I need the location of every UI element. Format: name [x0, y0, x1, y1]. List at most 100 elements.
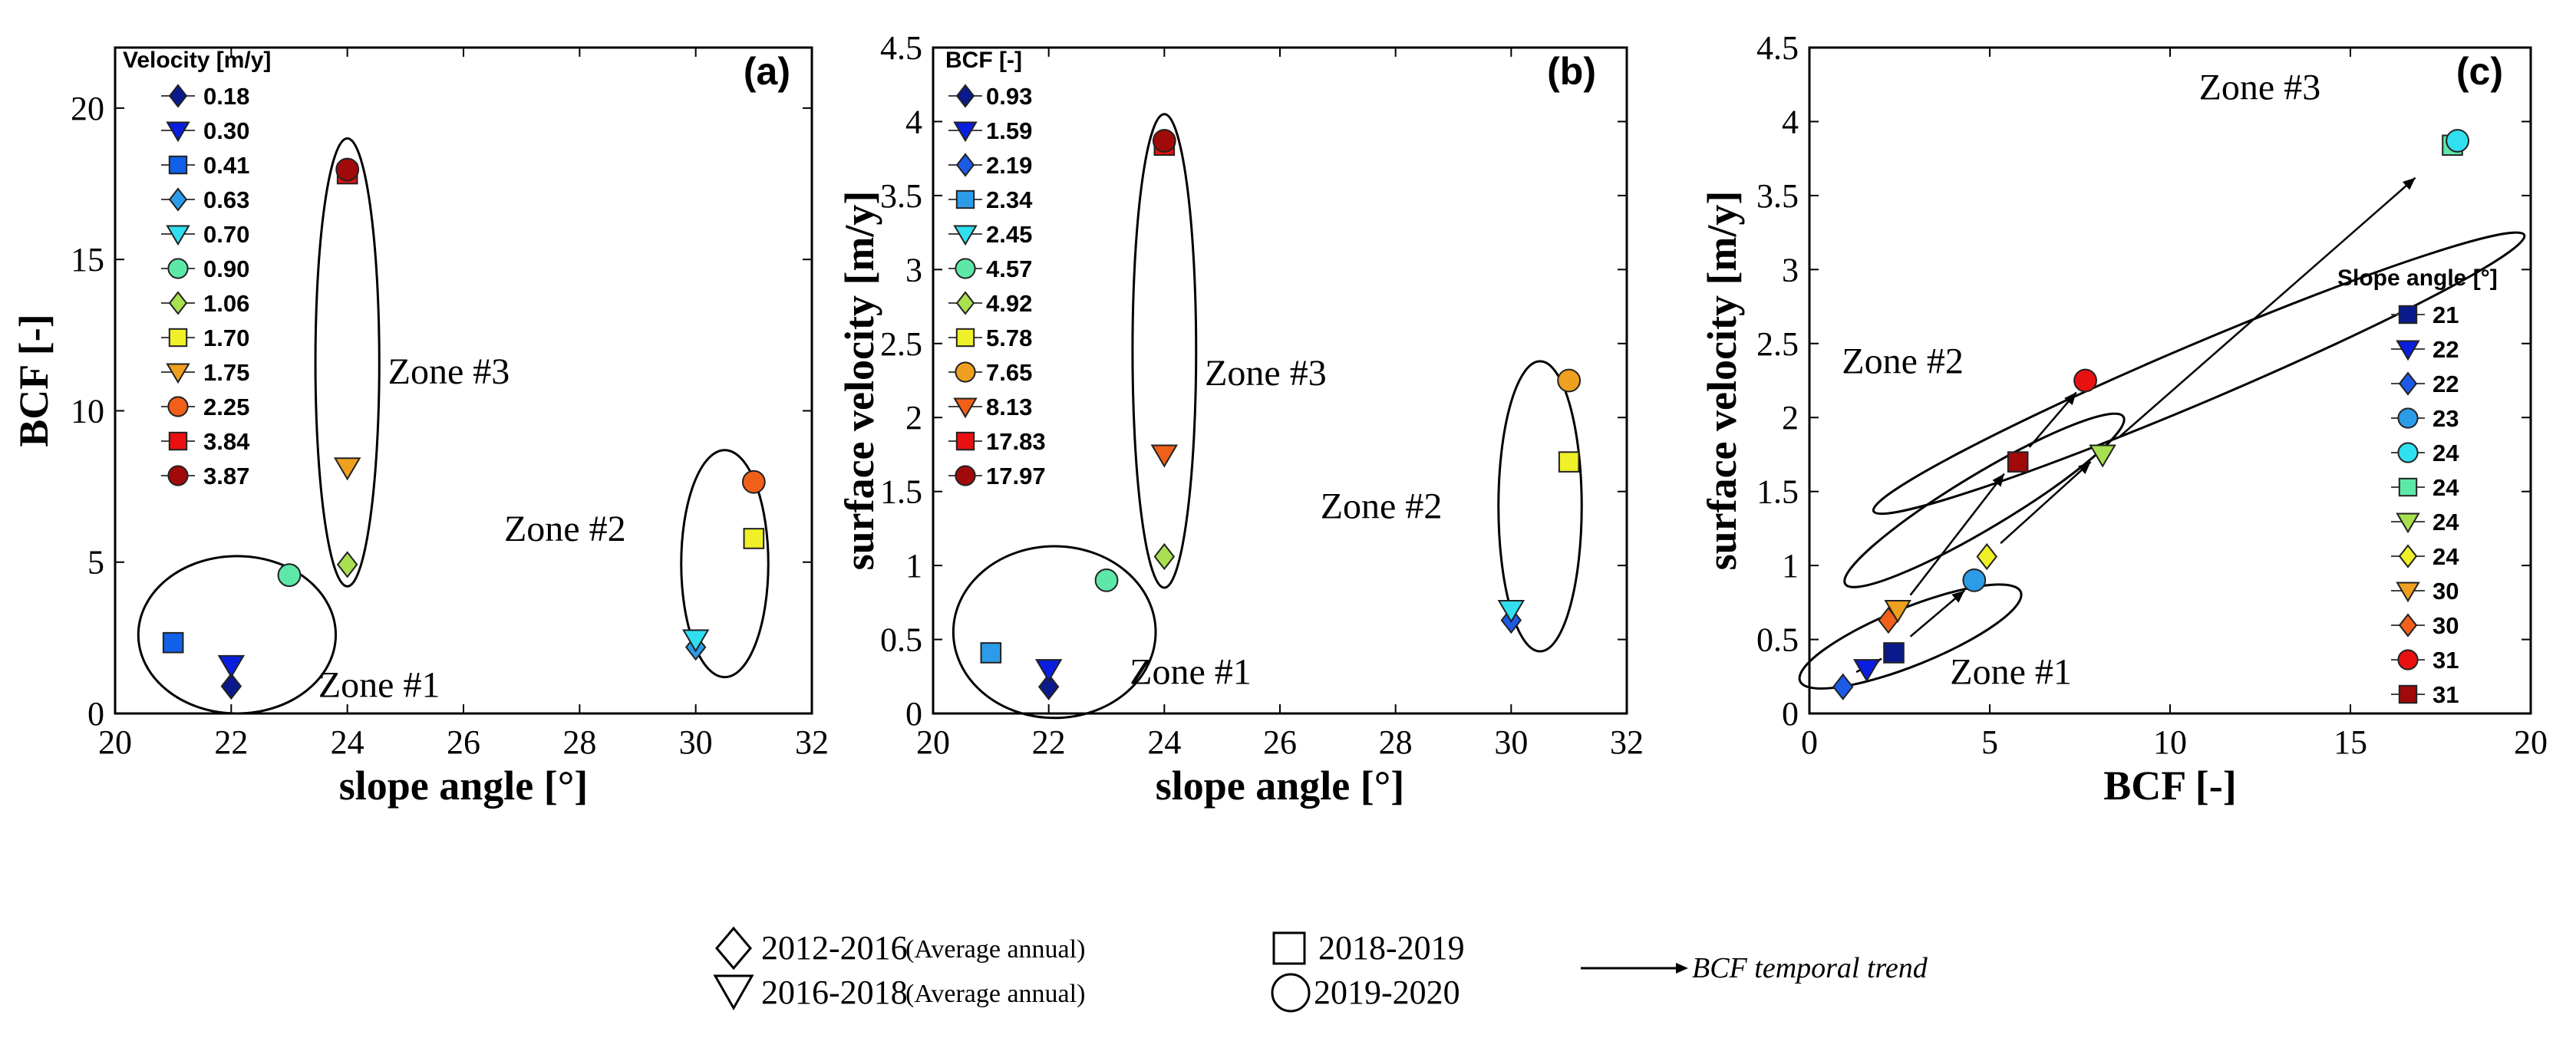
- data-point: [333, 457, 361, 481]
- panel-3: 0 5 10 15 20 0 0.5 1 1.5 2 2.5 3 3.5 4 4.5 BCF [-] surfa…: [1699, 29, 2548, 809]
- zone-ellipse: [1843, 412, 2126, 588]
- y-tick-label: 0.5: [1756, 621, 1799, 659]
- legend-marker: [955, 291, 975, 315]
- legend-marker: [166, 121, 190, 143]
- legend-marker: [955, 465, 976, 486]
- zone-ellipse: [1131, 113, 1198, 589]
- data-point: [217, 654, 246, 679]
- data-point: [1976, 542, 1997, 571]
- legend-entry: 0.70: [203, 221, 249, 248]
- data-point: [1150, 444, 1179, 468]
- legend-entry: 1.06: [203, 290, 249, 317]
- x-tick-label: 28: [562, 723, 596, 761]
- y-tick-label: 1: [905, 547, 922, 585]
- period-note: (Average annual): [905, 935, 1085, 964]
- y-tick-label: 4: [905, 103, 922, 140]
- triangle-down-icon: [713, 974, 754, 1011]
- legend-entry: 2.45: [986, 221, 1032, 248]
- zone-ellipse: [137, 555, 338, 715]
- x-tick-label: 20: [98, 723, 132, 761]
- x-tick-label: 28: [1379, 723, 1413, 761]
- x-axis-label: slope angle [°]: [1156, 763, 1405, 809]
- data-point: [1884, 599, 1911, 624]
- legend-marker: [2397, 407, 2419, 429]
- data-point: [1094, 568, 1119, 592]
- legend-marker: [166, 225, 190, 246]
- period-legend-4: 2019-2020: [1271, 973, 1460, 1013]
- y-tick-label: 2.5: [880, 325, 922, 363]
- period-label: 2018-2019: [1318, 929, 1465, 967]
- legend-marker: [168, 291, 188, 315]
- y-tick-label: 0: [87, 695, 104, 733]
- legend-marker: [955, 153, 975, 177]
- period-note: (Average annual): [905, 980, 1085, 1008]
- zone-label: Zone #1: [1130, 651, 1252, 692]
- data-point: [2007, 451, 2029, 473]
- data-point: [2446, 129, 2469, 153]
- period-legend-1: 2012-2016 (Average annual): [715, 926, 1085, 970]
- trend-label: BCF temporal trend: [1692, 952, 1928, 984]
- zone-label: Zone #2: [1842, 341, 1964, 381]
- data-point: [277, 563, 302, 588]
- legend-marker: [955, 84, 975, 108]
- x-tick-label: 15: [2334, 723, 2367, 761]
- legend-marker: [2398, 544, 2418, 568]
- trend-arrowhead: [2078, 462, 2091, 475]
- legend-entry: 3.87: [203, 463, 249, 489]
- panel-label: (a): [744, 50, 790, 93]
- y-tick-label: 3.5: [880, 177, 922, 215]
- legend-entry: 30: [2433, 578, 2459, 605]
- plot-frame: [114, 46, 813, 715]
- legend-marker: [167, 396, 189, 417]
- legend-entry: 22: [2433, 336, 2459, 363]
- y-axis-label: BCF [-]: [11, 314, 57, 447]
- zone-label: Zone #3: [1205, 353, 1327, 394]
- zone-label: Zone #1: [318, 664, 440, 705]
- data-point: [336, 551, 358, 578]
- y-tick-label: 0: [1782, 695, 1799, 733]
- legend-entry: 0.41: [203, 152, 249, 179]
- legend-marker: [953, 225, 978, 246]
- data-point: [2073, 368, 2097, 393]
- x-tick-label: 20: [916, 723, 950, 761]
- legend-entry: 7.65: [986, 359, 1032, 386]
- legend-entry: 1.59: [986, 117, 1032, 144]
- legend-marker: [953, 121, 978, 143]
- legend-marker: [168, 155, 188, 175]
- y-tick-label: 3: [1782, 251, 1799, 288]
- legend-marker: [2396, 512, 2420, 534]
- legend-entry: 0.30: [203, 117, 249, 144]
- legend-marker: [2396, 340, 2420, 361]
- legend-entry: 30: [2433, 612, 2459, 639]
- x-tick-label: 30: [679, 723, 713, 761]
- period-legend-2: 2016-2018 (Average annual): [713, 974, 1085, 1011]
- legend-marker: [955, 328, 975, 348]
- trend-arrow: [1909, 473, 2005, 596]
- bottom-legend: 2012-2016 (Average annual) 2016-2018 (Av…: [713, 926, 1928, 1013]
- data-point: [743, 528, 765, 549]
- x-tick-label: 32: [1610, 723, 1644, 761]
- period-legend-3: 2018-2019: [1272, 929, 1465, 967]
- y-axis-label: surface velocity [m/y]: [1699, 191, 1745, 571]
- legend-title: Velocity [m/y]: [123, 48, 271, 73]
- x-axis-label: slope angle [°]: [339, 763, 589, 809]
- legend-entry: 2.25: [203, 394, 249, 420]
- data-point: [220, 672, 242, 700]
- legend-marker: [166, 363, 190, 384]
- y-tick-label: 1.5: [1756, 473, 1799, 511]
- legend-entry: 17.83: [986, 428, 1046, 455]
- trend-arrowhead: [2064, 392, 2076, 406]
- y-axis-label: surface velocity [m/y]: [836, 191, 882, 571]
- legend-entry: 31: [2433, 681, 2459, 708]
- legend-entry: 0.93: [986, 83, 1032, 110]
- legend-marker: [2398, 305, 2418, 325]
- y-tick-label: 15: [71, 241, 104, 278]
- legend-marker: [955, 189, 975, 209]
- trend-arrow: [2000, 461, 2092, 545]
- zone-ellipse: [1497, 360, 1583, 653]
- legend-entry: 17.97: [986, 463, 1046, 489]
- y-tick-label: 1.5: [880, 473, 922, 511]
- diamond-icon: [715, 926, 752, 970]
